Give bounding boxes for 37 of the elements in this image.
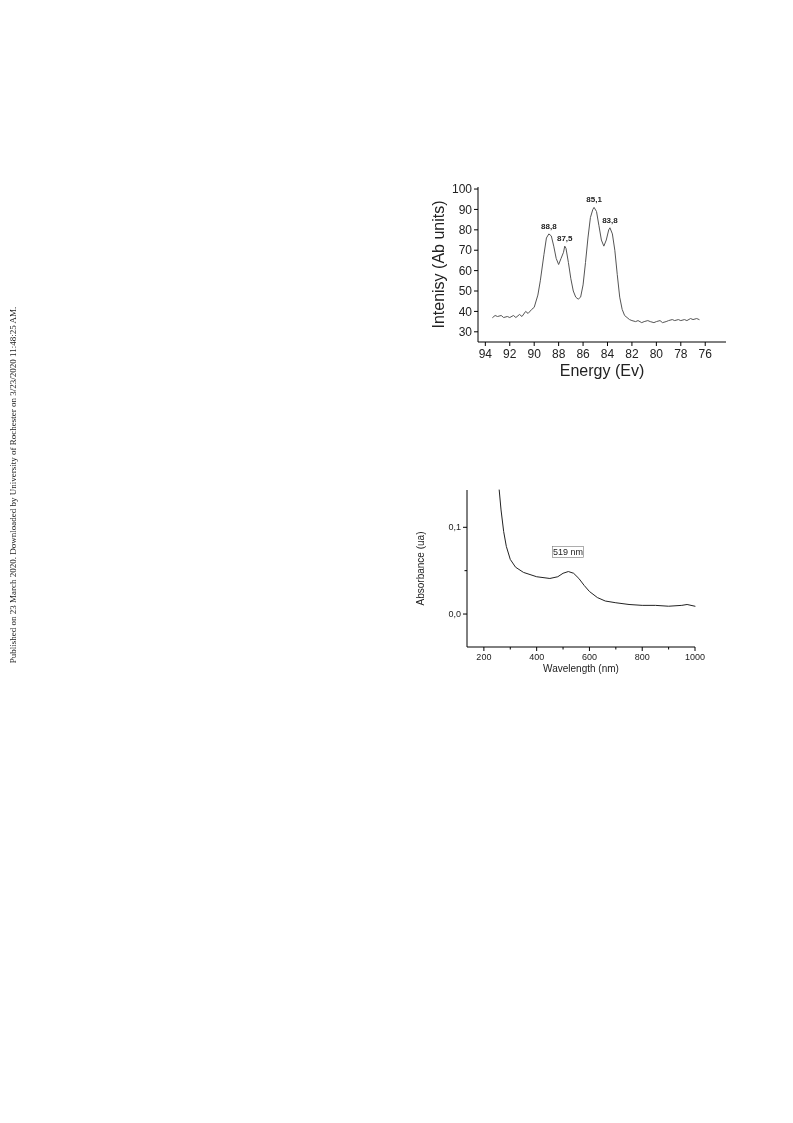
x-tick-label: 800	[634, 652, 650, 662]
line-series	[492, 206, 700, 324]
x-tick-label: 94	[478, 347, 493, 361]
annotation: 88,8	[541, 221, 558, 231]
y-tick-label: 50	[458, 284, 473, 299]
x-tick-label: 600	[581, 652, 597, 662]
x-axis-title: Wavelength (nm)	[543, 663, 619, 674]
x-tick-label: 92	[503, 347, 517, 361]
y-tick-label: 80	[458, 223, 473, 238]
line-series	[498, 489, 696, 607]
y-tick-label: 30	[458, 325, 473, 339]
annotation: 85,1	[586, 195, 603, 205]
y-tick-label: 0,1	[448, 522, 461, 533]
annotation: 87,5	[556, 234, 574, 244]
annotation: 83,8	[602, 215, 619, 225]
x-tick-label: 88	[551, 347, 566, 361]
x-tick-label: 90	[527, 347, 542, 361]
x-tick-label: 84	[600, 347, 615, 361]
x-tick-label: 78	[674, 347, 688, 361]
x-axis-title: Energy (Ev)	[559, 362, 645, 379]
x-tick-label: 200	[476, 652, 492, 662]
y-tick-label: 100	[451, 182, 473, 197]
y-tick-label: 0,0	[448, 609, 461, 620]
y-tick-label: 40	[458, 304, 473, 319]
y-tick-label: 60	[458, 263, 473, 278]
annotation: 519 nm	[553, 547, 584, 558]
x-tick-label: 82	[625, 347, 639, 361]
text: Published on 23 March 2020. Downloaded by University of Rochester on 3/23/2020 11:48:25 AM.	[8, 306, 18, 664]
y-axis-title: Absorbance (ua)	[415, 531, 426, 606]
y-tick-label: 90	[458, 202, 473, 217]
x-tick-label: 86	[576, 347, 591, 361]
y-axis-title: Intenisy (Ab units)	[430, 200, 448, 329]
x-tick-label: 76	[698, 347, 713, 361]
x-tick-label: 1000	[684, 652, 706, 662]
x-tick-label: 80	[649, 347, 664, 361]
y-tick-label: 70	[458, 243, 473, 258]
x-tick-label: 400	[529, 652, 545, 662]
